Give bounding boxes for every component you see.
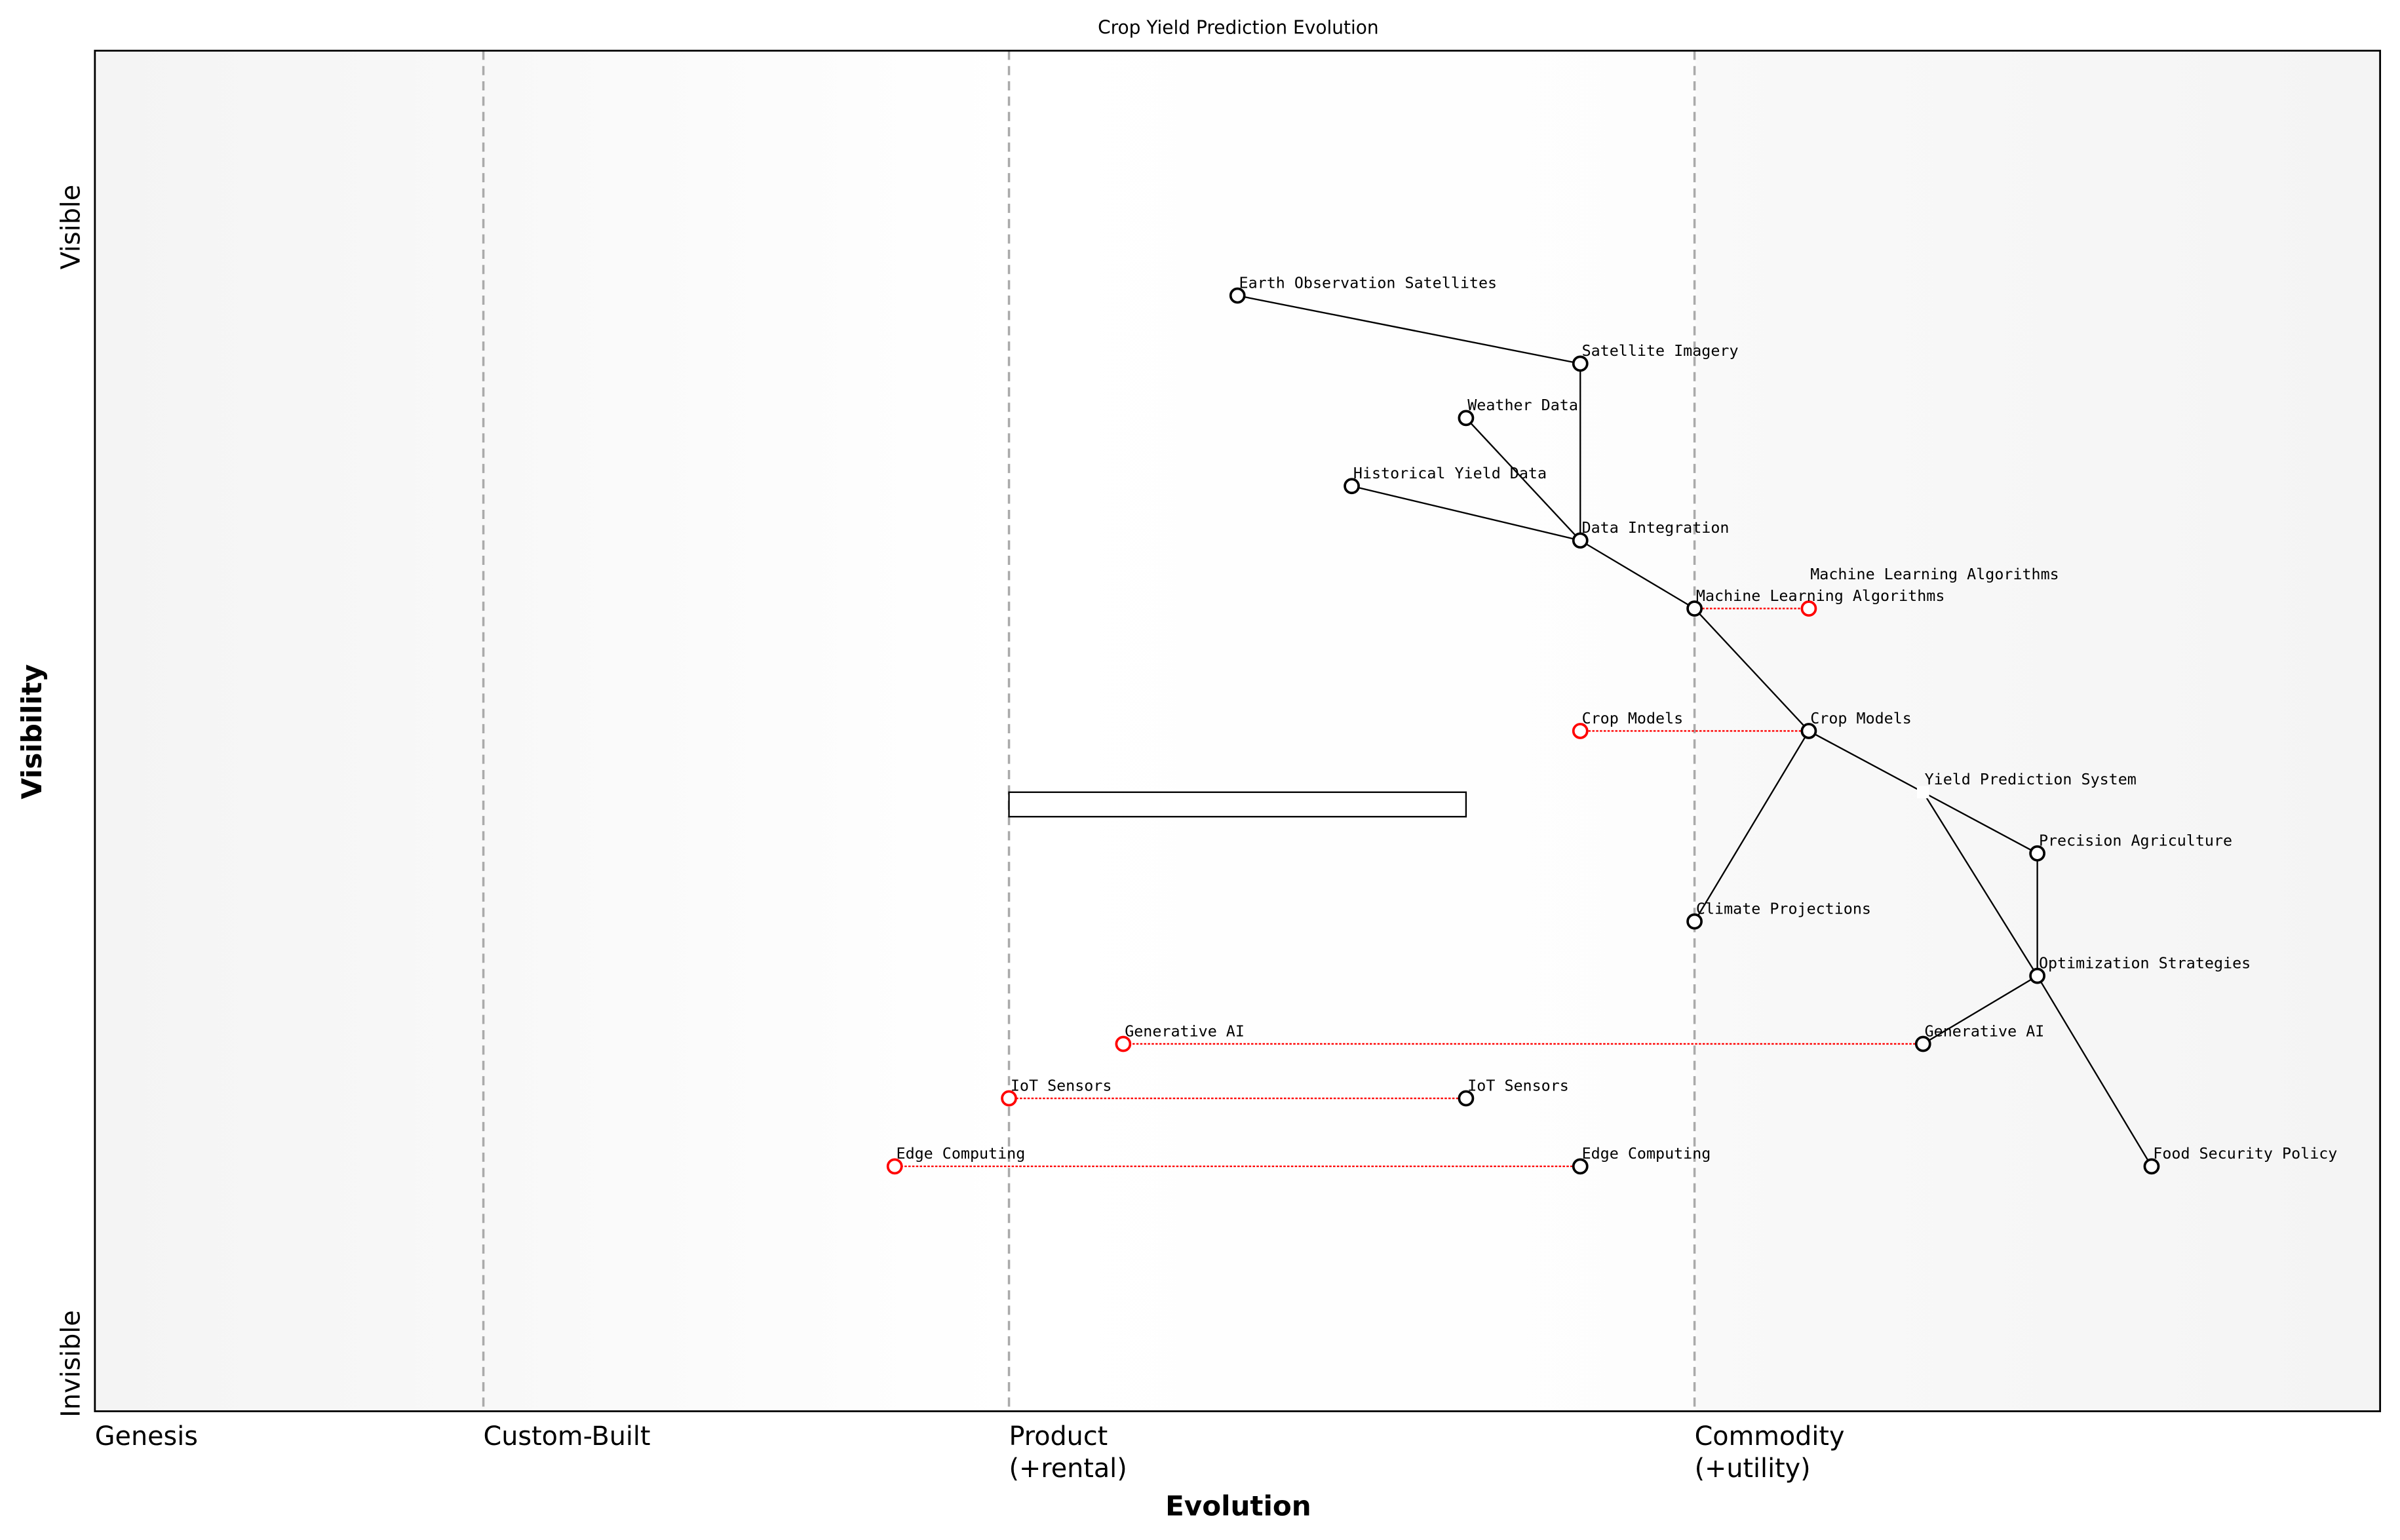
dependency-link bbox=[1922, 791, 2038, 855]
dependency-link bbox=[1922, 975, 2038, 1045]
component-marker[interactable] bbox=[1572, 532, 1589, 549]
component-label: Earth Observation Satellites bbox=[1239, 273, 1498, 292]
dependency-link bbox=[1579, 539, 1695, 609]
stage-label: Product bbox=[1009, 1421, 1108, 1452]
component-label: Machine Learning Algorithms bbox=[1696, 587, 1945, 605]
component-label: Edge Computing bbox=[1582, 1144, 1711, 1163]
component-label: Climate Projections bbox=[1696, 899, 1871, 917]
dependency-link bbox=[1808, 730, 1924, 793]
component-label: Yield Prediction System bbox=[1925, 770, 2137, 788]
component-marker[interactable] bbox=[1344, 478, 1360, 495]
dependency-link bbox=[1694, 730, 1810, 922]
evolved-component-label: Crop Models bbox=[1582, 709, 1684, 727]
stage-label: Commodity bbox=[1695, 1421, 1845, 1452]
component-marker[interactable] bbox=[1686, 913, 1703, 930]
component-marker[interactable] bbox=[1800, 723, 1817, 739]
evolved-component-marker[interactable] bbox=[886, 1158, 903, 1175]
component-label: IoT Sensors bbox=[1467, 1076, 1569, 1094]
dependency-link bbox=[1237, 294, 1581, 365]
evolved-component-marker[interactable] bbox=[1001, 1090, 1017, 1107]
component-label: Weather Data bbox=[1467, 396, 1578, 414]
stage-sublabel: (+utility) bbox=[1695, 1453, 1811, 1484]
plot-frame bbox=[94, 49, 2382, 1412]
y-top-label: Visible bbox=[56, 185, 86, 270]
component-marker[interactable] bbox=[2029, 845, 2045, 862]
dependency-link bbox=[2036, 975, 2152, 1167]
component-marker[interactable] bbox=[1572, 1158, 1589, 1175]
evolved-component-label: Machine Learning Algorithms bbox=[1810, 565, 2059, 583]
dependency-link bbox=[1922, 792, 2038, 976]
component-marker[interactable] bbox=[1686, 600, 1703, 617]
evolved-component-marker[interactable] bbox=[1115, 1035, 1132, 1052]
component-marker[interactable] bbox=[1914, 1035, 1931, 1052]
pipeline-box bbox=[1008, 791, 1467, 818]
component-marker[interactable] bbox=[1229, 287, 1246, 304]
evolved-component-label: Edge Computing bbox=[897, 1144, 1026, 1163]
map-title: Crop Yield Prediction Evolution bbox=[1098, 17, 1379, 39]
component-marker[interactable] bbox=[1458, 410, 1475, 427]
x-axis-title: Evolution bbox=[1165, 1490, 1311, 1522]
dependency-link bbox=[1694, 607, 1810, 732]
component-label: Historical Yield Data bbox=[1353, 464, 1547, 482]
dependency-link bbox=[1351, 485, 1581, 541]
stage-sublabel: (+rental) bbox=[1009, 1453, 1127, 1484]
component-label: Crop Models bbox=[1810, 709, 1912, 727]
component-marker[interactable] bbox=[2029, 967, 2045, 984]
y-bottom-label: Invisible bbox=[56, 1310, 86, 1417]
evolved-component-label: Generative AI bbox=[1125, 1022, 1245, 1040]
y-axis-title: Visibility bbox=[16, 664, 48, 799]
plot-background bbox=[94, 50, 2380, 1412]
component-marker[interactable] bbox=[1916, 786, 1929, 799]
component-label: Food Security Policy bbox=[2153, 1144, 2337, 1163]
evolved-component-marker[interactable] bbox=[1800, 600, 1817, 617]
component-marker[interactable] bbox=[1572, 355, 1589, 372]
stage-label: Genesis bbox=[95, 1421, 198, 1452]
stage-label: Custom-Built bbox=[484, 1421, 651, 1452]
component-marker[interactable] bbox=[1458, 1090, 1475, 1107]
evolved-component-label: IoT Sensors bbox=[1011, 1076, 1112, 1094]
evolved-component-marker[interactable] bbox=[1572, 723, 1589, 739]
component-label: Optimization Strategies bbox=[2039, 953, 2251, 972]
component-label: Data Integration bbox=[1582, 518, 1730, 537]
component-label: Satellite Imagery bbox=[1582, 341, 1739, 360]
component-marker[interactable] bbox=[2143, 1158, 2160, 1175]
component-label: Precision Agriculture bbox=[2039, 832, 2232, 850]
component-label: Generative AI bbox=[1925, 1022, 2045, 1040]
dependency-link bbox=[1465, 417, 1581, 541]
